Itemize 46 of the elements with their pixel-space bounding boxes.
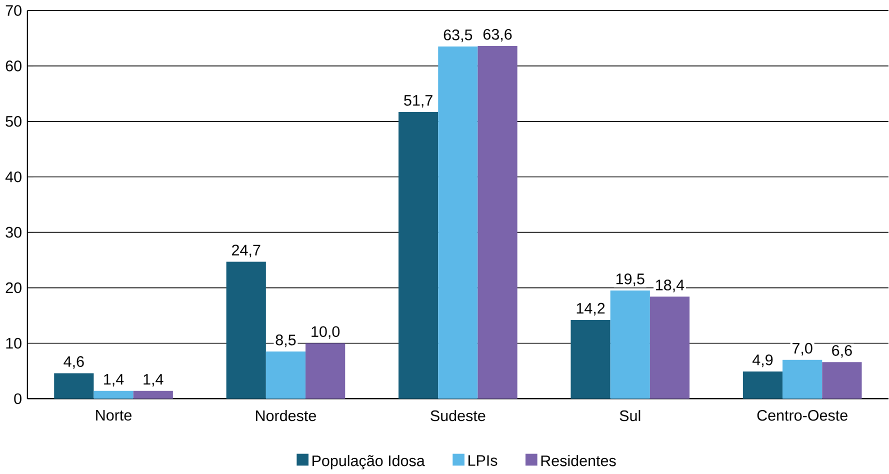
bar bbox=[742, 372, 783, 399]
x-tick-label: Centro-Oeste bbox=[757, 410, 848, 421]
bar bbox=[226, 262, 266, 399]
bar bbox=[782, 360, 822, 399]
data-label: 18,4 bbox=[656, 280, 684, 292]
bar bbox=[306, 343, 346, 399]
bar bbox=[398, 112, 438, 399]
legend-label: Residentes bbox=[541, 455, 616, 466]
data-label: 1,4 bbox=[104, 374, 124, 387]
legend-label: LPIs bbox=[468, 455, 498, 466]
bar bbox=[822, 362, 862, 399]
bar bbox=[438, 46, 478, 399]
bar bbox=[610, 290, 650, 399]
data-label: 63,6 bbox=[483, 29, 512, 42]
x-tick-label: Norte bbox=[96, 410, 132, 421]
bar bbox=[650, 296, 690, 399]
y-tick-label: 60 bbox=[6, 60, 22, 72]
data-label: 6,6 bbox=[832, 345, 852, 358]
data-label: 19,5 bbox=[616, 274, 644, 286]
data-label: 7,0 bbox=[792, 342, 812, 356]
y-tick-label: 50 bbox=[6, 116, 22, 127]
bar bbox=[133, 390, 173, 399]
x-tick-label: Sudeste bbox=[430, 410, 486, 422]
data-label: 8,5 bbox=[276, 334, 296, 348]
data-label: 24,7 bbox=[232, 244, 260, 258]
data-label: 10,0 bbox=[312, 326, 340, 339]
bar bbox=[94, 390, 134, 399]
x-tick-label: Sul bbox=[620, 410, 640, 422]
data-label: 51,7 bbox=[404, 95, 432, 108]
data-label: 1,4 bbox=[144, 374, 164, 387]
y-tick-label: 0 bbox=[14, 393, 22, 404]
data-label: 63,5 bbox=[444, 30, 472, 42]
x-tick-label: Nordeste bbox=[256, 410, 316, 422]
data-label: 14,2 bbox=[576, 302, 605, 316]
y-tick-label: 40 bbox=[5, 172, 22, 182]
bar bbox=[54, 373, 94, 399]
y-tick-label: 70 bbox=[6, 5, 22, 16]
legend-label: População Idosa bbox=[312, 455, 425, 470]
data-label: 4,9 bbox=[752, 354, 773, 368]
y-tick-label: 20 bbox=[6, 282, 22, 294]
y-tick-label: 10 bbox=[6, 338, 22, 349]
bar bbox=[266, 352, 306, 399]
data-label: 4,6 bbox=[64, 356, 84, 369]
y-tick-label: 30 bbox=[6, 226, 22, 238]
bar bbox=[570, 320, 610, 399]
bar bbox=[478, 46, 518, 399]
